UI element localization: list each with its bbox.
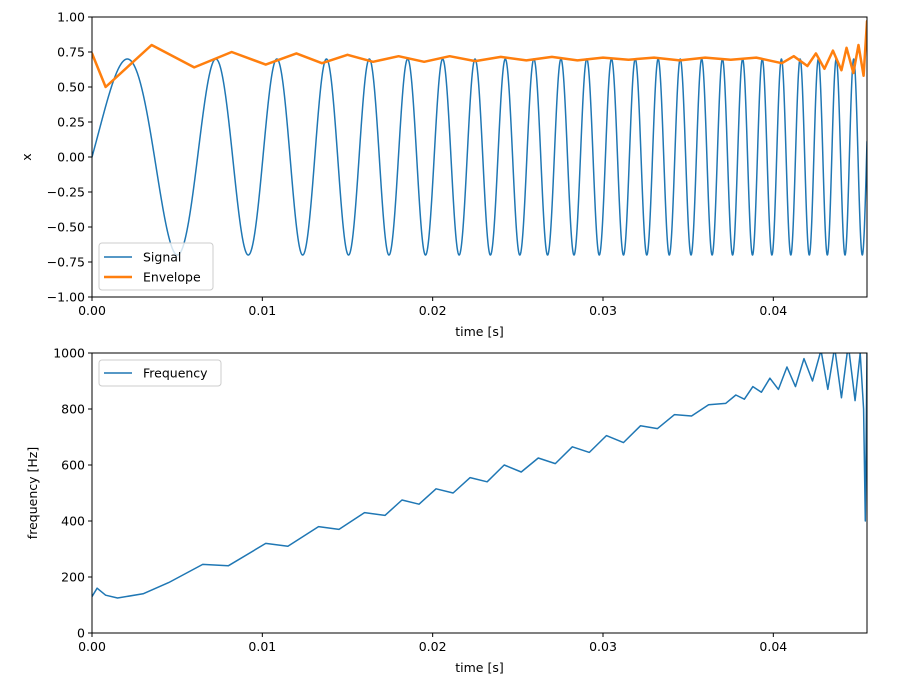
series-line-frequency <box>92 353 867 599</box>
series-line-signal <box>92 58 867 256</box>
signal-x-ticks: 0.00 0.01 0.02 0.03 0.04 <box>78 297 787 318</box>
frequency-x-tick-label: 0.02 <box>419 639 447 654</box>
signal-x-tick-label: 0.02 <box>419 303 447 318</box>
frequency-x-tick-label: 0.04 <box>759 639 787 654</box>
frequency-x-tick-label: 0.01 <box>248 639 276 654</box>
frequency-x-tick-label: 0.03 <box>589 639 617 654</box>
signal-x-tick-label: 0.03 <box>589 303 617 318</box>
signal-x-tick-label: 0.00 <box>78 303 106 318</box>
frequency-y-tick-label: 800 <box>61 402 85 417</box>
signal-envelope-panel: 0.00 0.01 0.02 0.03 0.04 −1.00 −0.75 −0.50 −0.2… <box>19 10 868 339</box>
frequency-series <box>92 353 867 599</box>
signal-x-tick-label: 0.01 <box>248 303 276 318</box>
frequency-y-tick-label: 400 <box>61 514 85 529</box>
signal-y-tick-label: −1.00 <box>47 290 85 305</box>
frequency-y-tick-label: 0 <box>77 626 85 641</box>
frequency-y-tick-label: 200 <box>61 570 85 585</box>
signal-y-tick-label: 0.00 <box>57 150 85 165</box>
frequency-x-axis-label: time [s] <box>455 660 503 675</box>
frequency-legend-label: Frequency <box>143 366 208 381</box>
frequency-y-axis-label: frequency [Hz] <box>25 447 40 539</box>
signal-y-tick-label: 0.75 <box>57 45 85 60</box>
frequency-legend: Frequency <box>98 359 222 387</box>
frequency-plot-frame <box>91 352 868 634</box>
frequency-y-ticks: 0 200 400 600 800 1000 <box>53 346 92 641</box>
signal-y-tick-label: 1.00 <box>57 10 85 25</box>
signal-legend: Signal Envelope <box>98 242 214 291</box>
signal-envelope-series <box>92 19 867 256</box>
signal-y-tick-label: −0.75 <box>47 255 85 270</box>
signal-y-tick-label: −0.50 <box>47 220 85 235</box>
envelope-legend-label: Envelope <box>143 270 201 285</box>
signal-y-ticks: −1.00 −0.75 −0.50 −0.25 0.00 0.25 0.50 0.75 1.00 <box>47 10 92 305</box>
series-line-envelope <box>92 19 867 89</box>
signal-y-tick-label: 0.50 <box>57 80 85 95</box>
signal-x-axis-label: time [s] <box>455 324 503 339</box>
signal-y-tick-label: 0.25 <box>57 115 85 130</box>
signal-x-tick-label: 0.04 <box>759 303 787 318</box>
frequency-y-tick-label: 1000 <box>53 346 85 361</box>
signal-legend-label: Signal <box>143 250 181 265</box>
frequency-panel: 0.00 0.01 0.02 0.03 0.04 0 200 400 600 800 1000 t… <box>25 346 868 675</box>
frequency-y-tick-label: 600 <box>61 458 85 473</box>
signal-y-axis-label: x <box>19 153 34 160</box>
frequency-x-ticks: 0.00 0.01 0.02 0.03 0.04 <box>78 633 787 654</box>
frequency-legend-box <box>98 359 222 387</box>
signal-y-tick-label: −0.25 <box>47 185 85 200</box>
frequency-x-tick-label: 0.00 <box>78 639 106 654</box>
